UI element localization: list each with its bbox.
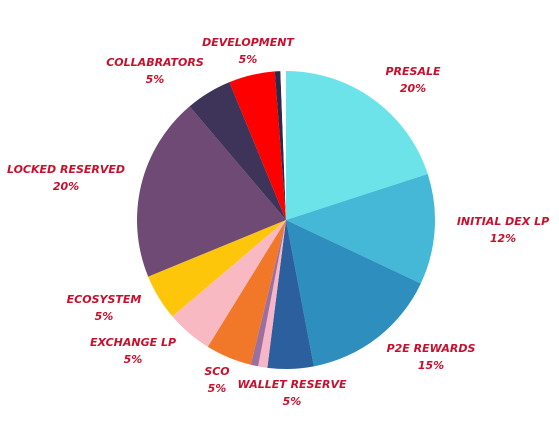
slice-value-label: 20% (53, 180, 79, 193)
slice-value-label: 5% (239, 53, 258, 66)
slice-value-label: 5% (146, 73, 165, 86)
slice-label: INITIAL DEX LP (457, 215, 549, 228)
pie-slice (286, 71, 428, 220)
slice-label: EXCHANGE LP (90, 336, 176, 349)
pie-slice (229, 71, 286, 220)
slice-label: PRESALE (385, 65, 440, 78)
pie-slice (274, 71, 286, 220)
pie-slice (189, 82, 286, 220)
slice-label: DEVELOPMENT (202, 36, 295, 49)
slice-value-label: 5% (283, 395, 302, 408)
slice-value-label: 12% (490, 232, 516, 245)
pie-slice (258, 220, 286, 368)
pie-slice (172, 220, 286, 347)
slice-value-label: 5% (124, 353, 143, 366)
slice-value-label: 15% (418, 359, 444, 372)
slice-label: SCO (204, 365, 229, 378)
slice-label: COLLABRATORS (106, 56, 204, 69)
pie-slice (148, 220, 286, 317)
pie-slice (207, 220, 286, 365)
pie-slice (267, 220, 314, 370)
pie-slice (286, 173, 436, 284)
slice-label: WALLET RESERVE (237, 378, 347, 391)
slice-label: LOCKED RESERVED (7, 163, 125, 176)
pie-slice (136, 106, 286, 277)
slice-label: ECOSYSTEM (67, 293, 142, 306)
slice-value-label: 20% (400, 82, 426, 95)
pie-slice (250, 220, 286, 367)
slice-label: P2E REWARDS (387, 342, 476, 355)
slice-value-label: 5% (95, 310, 114, 323)
slice-value-label: 5% (208, 382, 227, 395)
pie-slice (280, 71, 286, 220)
pie-slice (286, 220, 421, 367)
